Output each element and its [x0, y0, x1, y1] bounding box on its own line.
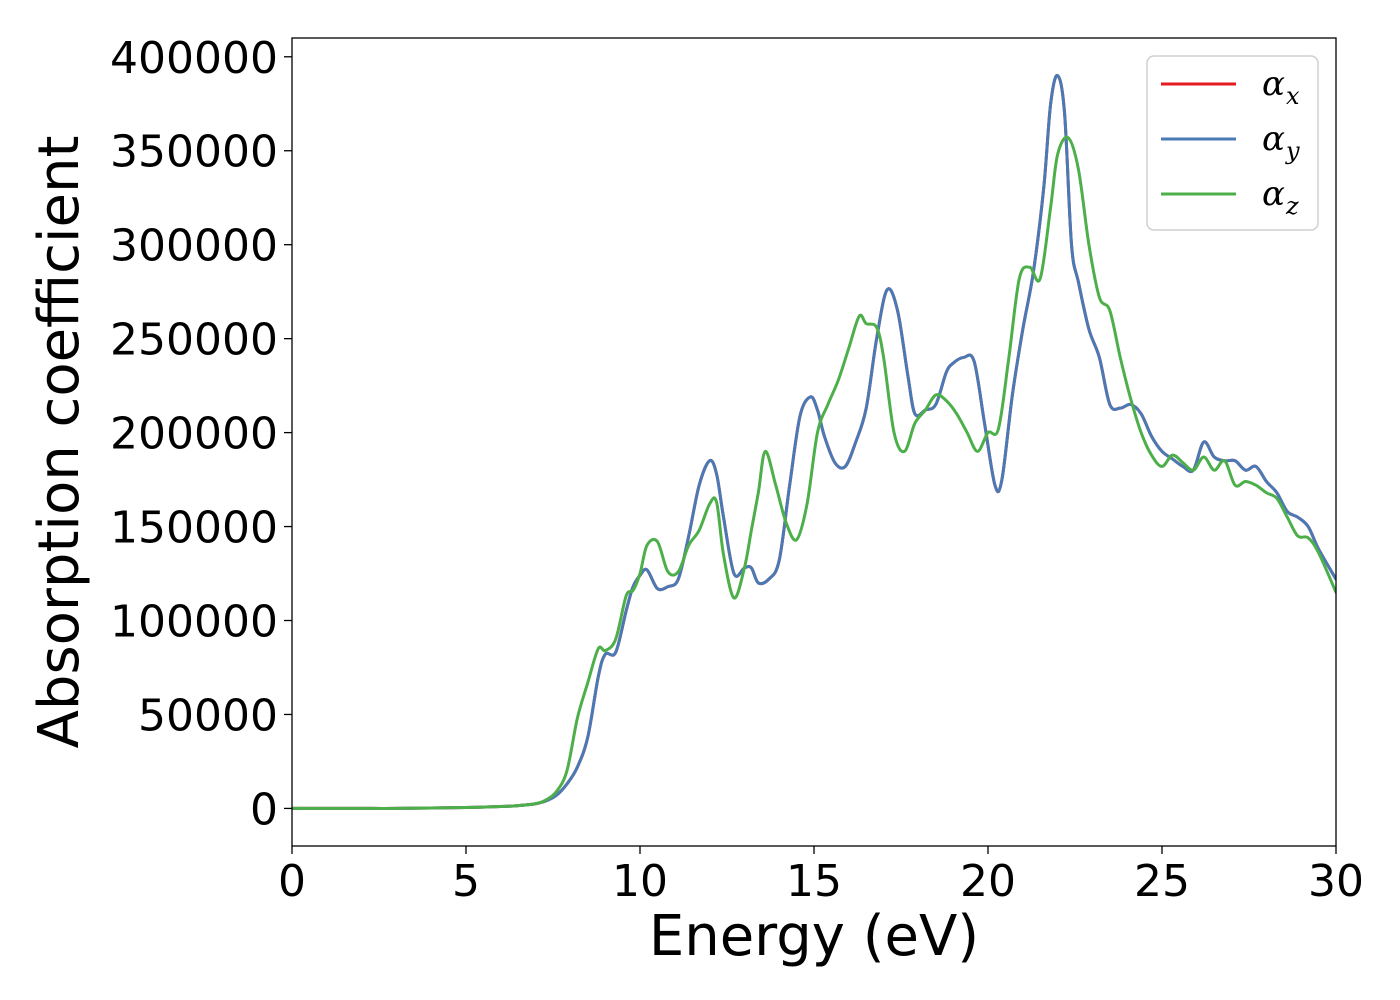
y-tick-label: 50000 — [138, 690, 278, 741]
series-line-z — [292, 135, 1336, 810]
y-tick-label: 400000 — [110, 33, 278, 84]
y-tick-label: 300000 — [110, 221, 278, 272]
y-axis-label: Absorption coefficient — [27, 136, 92, 749]
series-layer — [292, 74, 1336, 810]
y-tick-label: 350000 — [110, 127, 278, 178]
x-tick-label: 20 — [960, 856, 1016, 907]
y-tick-label: 150000 — [110, 503, 278, 554]
y-tick-label: 200000 — [110, 409, 278, 460]
y-tick-label: 100000 — [110, 597, 278, 648]
x-tick-label: 25 — [1134, 856, 1190, 907]
y-axis-ticks: 0 50000 100000 150000 200000 250000 300000 3500… — [110, 33, 292, 835]
x-tick-label: 0 — [278, 856, 306, 907]
legend-frame — [1146, 55, 1319, 231]
x-axis-ticks: 0 5 10 15 20 25 30 — [278, 846, 1364, 907]
x-tick-label: 15 — [786, 856, 842, 907]
x-axis-label: Energy (eV) — [649, 904, 979, 969]
x-tick-label: 10 — [612, 856, 668, 907]
x-tick-label: 5 — [452, 856, 480, 907]
y-tick-label: 0 — [250, 784, 278, 835]
x-tick-label: 30 — [1308, 856, 1364, 907]
y-tick-label: 250000 — [110, 315, 278, 366]
